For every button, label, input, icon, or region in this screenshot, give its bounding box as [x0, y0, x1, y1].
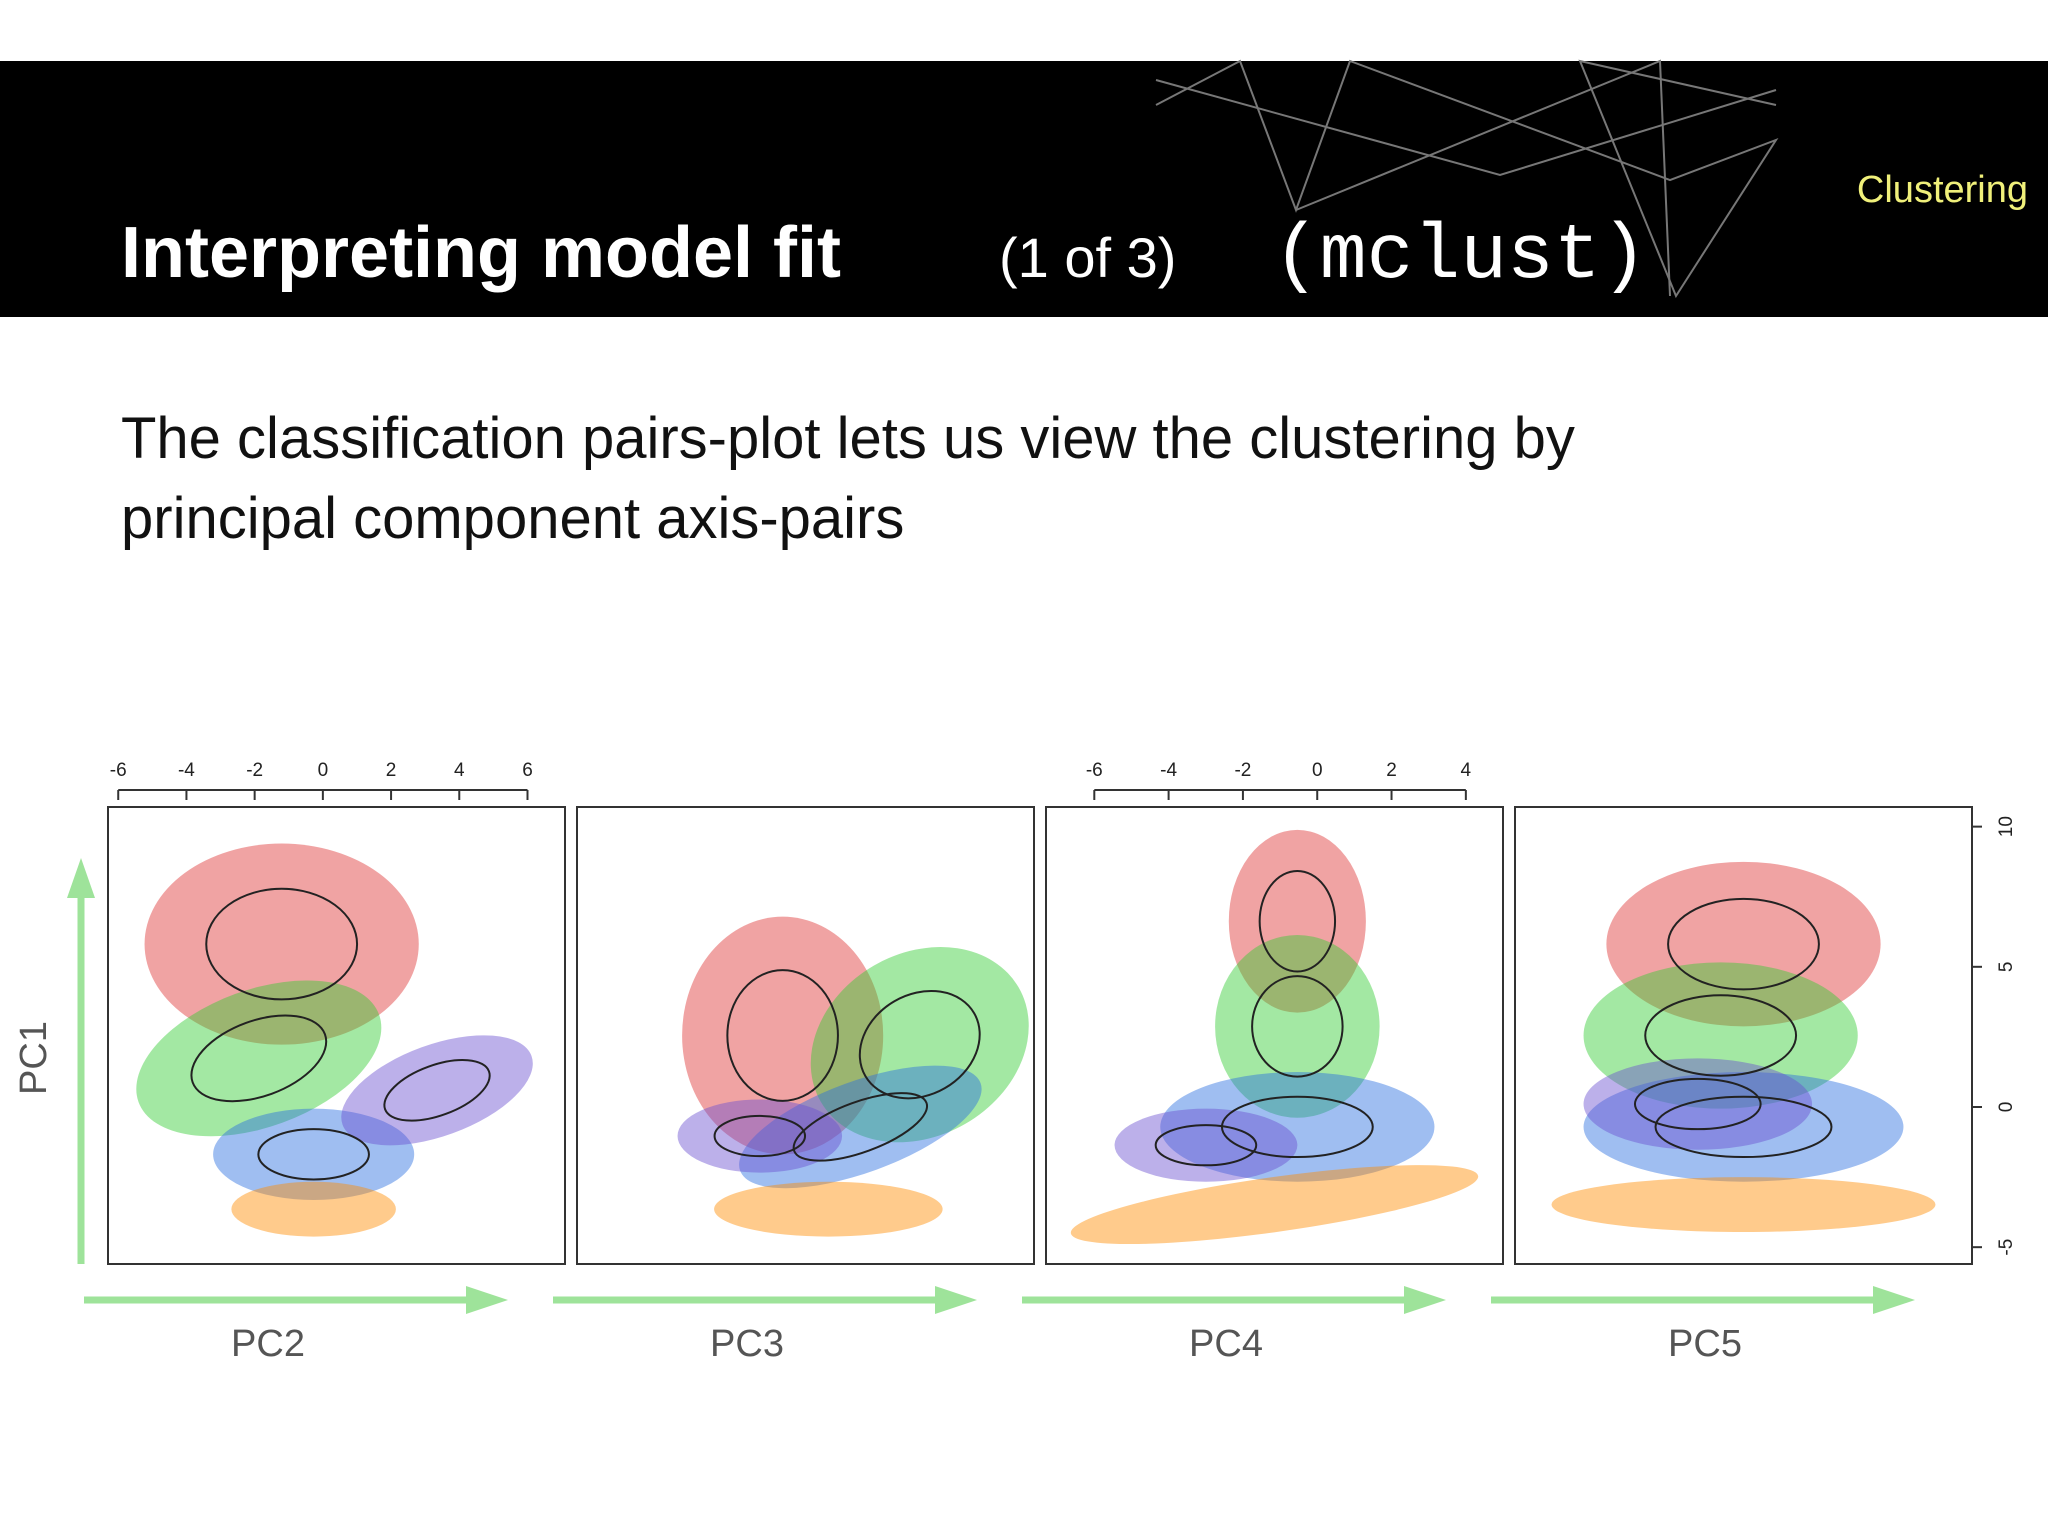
y-axis-label: PC1 — [13, 1021, 55, 1095]
panel-frame — [107, 806, 566, 1265]
section-label: Clustering — [1857, 169, 2028, 211]
cluster-ellipse — [1258, 869, 1337, 973]
header-decoration — [1155, 59, 1779, 299]
tick-label: 4 — [454, 760, 465, 781]
x-arrow-head — [1873, 1286, 1915, 1314]
cluster-cloud — [1070, 1165, 1479, 1245]
tick-label: -6 — [1086, 760, 1103, 781]
cluster-ellipse — [792, 1092, 929, 1162]
cluster-ellipse — [383, 1059, 491, 1122]
cluster-ellipse — [858, 989, 981, 1100]
pairs-plot: PC2 PC3 PC4 PC5 PC1 -6 -4 -2 0 2 4 6 -6 -4 -2 0 2 4 10 5 0 -5 — [13, 760, 2017, 1365]
panel: PC4 — [1022, 806, 1504, 1365]
tick-label: -5 — [1996, 1239, 2017, 1256]
panel: PC3 — [553, 806, 1035, 1365]
tick-label: 2 — [386, 760, 397, 781]
tick-label: -4 — [1160, 760, 1177, 781]
x-arrow-head — [1404, 1286, 1446, 1314]
cluster-cloud — [341, 1035, 533, 1146]
cluster-ellipse — [1154, 1124, 1258, 1167]
x-arrow-head — [935, 1286, 977, 1314]
tick-label: -6 — [110, 760, 127, 781]
cluster-ellipse — [1644, 994, 1798, 1077]
tick-label: 0 — [1996, 1102, 2017, 1113]
cluster-cloud — [810, 947, 1029, 1143]
x-axis-label: PC4 — [1189, 1323, 1263, 1365]
slide-title-part: (1 of 3) — [999, 226, 1176, 289]
x-axis-label: PC5 — [1668, 1323, 1742, 1365]
decor-line — [1155, 59, 1779, 299]
cluster-cloud — [1228, 829, 1366, 1013]
body-text: The classification pairs-plot lets us vi… — [121, 406, 1575, 471]
cluster-cloud — [1606, 861, 1881, 1027]
tick-label: 0 — [1312, 760, 1323, 781]
tick-label: 10 — [1996, 816, 2017, 837]
cluster-cloud — [1551, 1177, 1936, 1233]
tick-label: -4 — [178, 760, 195, 781]
cluster-cloud — [1215, 934, 1380, 1118]
tick-label: 2 — [1386, 760, 1397, 781]
panel: PC2 — [84, 806, 566, 1365]
cluster-cloud — [1583, 1058, 1813, 1150]
cluster-ellipse — [1654, 1095, 1833, 1159]
cluster-ellipse — [726, 969, 839, 1102]
panel: PC5 — [1491, 806, 1973, 1365]
cluster-cloud — [1583, 962, 1858, 1109]
tick-label: 6 — [522, 760, 533, 781]
panel-frame — [1045, 806, 1504, 1265]
cluster-cloud — [213, 1108, 415, 1201]
cluster-ellipse — [205, 887, 359, 1001]
cluster-ellipse — [1633, 1077, 1762, 1131]
tick-label: 4 — [1461, 760, 1472, 781]
x-arrow-head — [466, 1286, 508, 1314]
cluster-cloud — [714, 1181, 943, 1237]
cluster-cloud — [677, 1099, 843, 1173]
panel-frame — [576, 806, 1035, 1265]
cluster-ellipse — [190, 1014, 328, 1103]
cluster-cloud — [1114, 1108, 1298, 1182]
cluster-ellipse — [257, 1128, 370, 1181]
decor-line — [1295, 59, 1671, 297]
x-axis-label: PC2 — [231, 1323, 305, 1365]
tick-label: 0 — [318, 760, 329, 781]
cluster-ellipse — [1251, 975, 1344, 1078]
slide-title-code: (mclust) — [1273, 213, 1647, 301]
cluster-cloud — [682, 916, 884, 1155]
slide-title: Interpreting model fit — [121, 213, 841, 293]
x-axis-label: PC3 — [710, 1323, 784, 1365]
body-text: principal component axis-pairs — [121, 486, 904, 551]
cluster-cloud — [144, 843, 419, 1045]
cluster-cloud — [136, 980, 382, 1137]
cluster-cloud — [231, 1181, 396, 1237]
cluster-ellipse — [713, 1114, 807, 1158]
decor-line — [1155, 79, 1777, 177]
cluster-cloud — [1160, 1072, 1435, 1182]
cluster-cloud — [1583, 1072, 1904, 1182]
tick-label: 5 — [1996, 962, 2017, 973]
header-band — [0, 61, 2048, 317]
tick-label: -2 — [246, 760, 263, 781]
cluster-ellipse — [1667, 897, 1820, 991]
y-arrow-head — [67, 858, 95, 898]
tick-label: -2 — [1234, 760, 1251, 781]
